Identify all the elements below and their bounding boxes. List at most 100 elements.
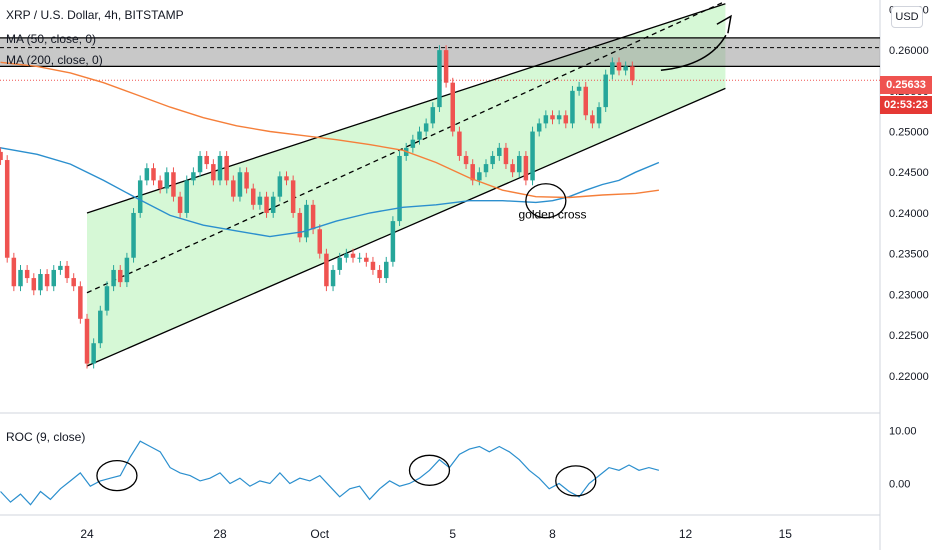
candle	[24, 269, 30, 279]
candle	[610, 62, 615, 75]
roc-line	[0, 440, 660, 506]
current-price-label: 0.25633	[886, 79, 926, 91]
candle	[137, 180, 143, 213]
candle	[344, 253, 349, 258]
candle	[204, 155, 209, 165]
candle	[78, 286, 83, 319]
roc-axis-tick: 10.00	[889, 426, 917, 438]
time-axis-tick: 12	[679, 527, 693, 541]
time-axis-tick: 5	[449, 527, 456, 541]
price-axis-tick: 0.25000	[889, 127, 929, 139]
candle	[171, 172, 176, 197]
candle	[277, 176, 283, 197]
price-axis-tick: 0.24500	[889, 167, 929, 179]
roc-ellipse	[555, 465, 597, 497]
candle	[191, 172, 196, 181]
price-axis-tick: 0.24000	[889, 208, 929, 220]
candle	[270, 196, 276, 213]
candle	[357, 257, 362, 259]
roc-panel-title: ROC (9, close)	[6, 430, 86, 444]
golden-cross-ellipse	[525, 183, 567, 219]
ma50-line	[0, 147, 660, 238]
candle	[430, 107, 436, 124]
candle	[616, 62, 622, 71]
candle	[38, 274, 43, 291]
candle	[590, 115, 595, 124]
candle	[157, 180, 163, 189]
time-axis-tick: 8	[549, 527, 556, 541]
candle	[550, 115, 555, 120]
candle	[457, 131, 462, 156]
candle	[437, 50, 442, 108]
candle	[623, 66, 628, 71]
candle	[410, 139, 416, 148]
price-axis-tick: 0.22000	[889, 371, 929, 383]
candle	[124, 257, 130, 283]
roc-ellipse	[408, 454, 451, 486]
candle	[490, 155, 495, 165]
candle	[570, 90, 575, 124]
chart-title: XRP / U.S. Dollar, 4h, BITSTAMP	[6, 8, 184, 22]
candle	[630, 66, 635, 81]
candle	[257, 196, 263, 205]
candle	[4, 160, 10, 258]
candle	[144, 168, 150, 181]
candle	[563, 115, 569, 124]
candle	[31, 278, 37, 291]
candle	[443, 50, 449, 83]
candle	[390, 221, 396, 262]
candle	[543, 115, 549, 124]
roc-axis-tick: 0.00	[889, 479, 910, 491]
candle	[497, 147, 502, 156]
candle	[583, 86, 588, 116]
candle	[231, 180, 236, 197]
candle	[58, 265, 63, 270]
legend-ma50: MA (50, close, 0)	[6, 32, 97, 46]
candle	[131, 212, 136, 258]
time-axis-tick: 24	[80, 527, 94, 541]
channel-lower-line	[86, 87, 726, 367]
candle	[51, 269, 56, 287]
candle	[317, 229, 322, 254]
projection-arrow-head	[716, 14, 732, 34]
candle	[523, 155, 529, 181]
candle	[184, 180, 189, 213]
candle	[151, 168, 156, 181]
candle	[470, 164, 475, 181]
channel-fill	[87, 3, 726, 367]
price-axis-tick: 0.23500	[889, 249, 929, 261]
price-axis-tick: 0.23000	[889, 289, 929, 301]
candle	[517, 155, 522, 173]
candle	[237, 172, 243, 197]
current-price-label-bg	[880, 76, 932, 94]
price-axis-tick: 0.22500	[889, 330, 929, 342]
candle	[324, 253, 329, 287]
candle	[111, 269, 116, 287]
candle	[211, 164, 216, 181]
candle	[536, 123, 542, 132]
candle	[423, 123, 429, 132]
candle	[530, 131, 535, 181]
currency-button[interactable]: USD	[891, 6, 923, 28]
candle	[297, 212, 303, 238]
candle	[384, 261, 389, 279]
candle	[264, 196, 269, 213]
candle	[0, 151, 3, 161]
candle	[164, 172, 170, 189]
candle	[310, 204, 316, 230]
candle	[477, 172, 482, 181]
time-axis-tick: 28	[213, 527, 227, 541]
candle	[11, 257, 17, 287]
candle	[337, 257, 342, 270]
candle	[84, 318, 90, 364]
golden-cross-label: golden cross	[518, 208, 586, 222]
candle	[118, 269, 123, 283]
candle	[91, 343, 96, 364]
candle	[350, 253, 356, 258]
candle	[98, 310, 103, 344]
price-axis-tick: 0.26000	[889, 45, 929, 57]
candle	[603, 74, 608, 108]
candle	[284, 176, 289, 181]
candle	[44, 274, 50, 287]
